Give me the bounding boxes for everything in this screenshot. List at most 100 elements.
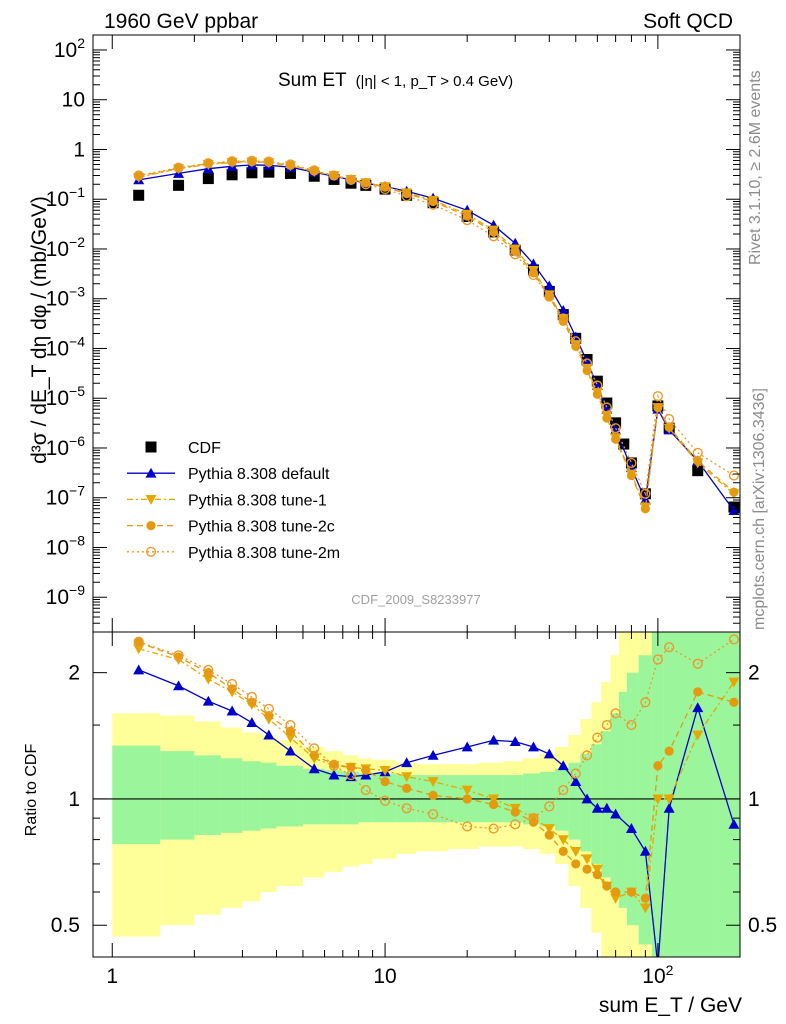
data-point xyxy=(640,488,651,499)
legend-marker xyxy=(145,467,157,478)
data-point xyxy=(692,658,703,669)
data-point xyxy=(652,654,663,665)
data-point xyxy=(543,748,555,759)
data-point xyxy=(462,215,473,226)
data-point xyxy=(360,179,371,190)
legend-entry: CDF xyxy=(145,440,221,457)
y-tick-label: 102 xyxy=(54,35,85,62)
data-point xyxy=(544,801,555,812)
data-point xyxy=(601,802,613,813)
data-point xyxy=(203,664,214,676)
data-point xyxy=(345,769,357,781)
legend-label: Pythia 8.308 tune-2c xyxy=(188,519,335,536)
data-point xyxy=(728,677,740,688)
data-point xyxy=(663,794,675,805)
main-panel: 10−9 10−8 10−7 10−6 10−5 10−4 10−3 10−2 10−1 1 10 1… xyxy=(46,34,741,633)
data-point xyxy=(626,470,637,481)
ratio-frame xyxy=(92,631,741,958)
band-inner-bin xyxy=(568,762,581,840)
band-inner-bin xyxy=(601,731,611,878)
data-point xyxy=(527,741,539,752)
data-point xyxy=(346,762,356,772)
data-point xyxy=(133,644,145,655)
y-tick-label: 10−7 xyxy=(46,483,86,510)
data-point xyxy=(544,292,554,302)
data-point xyxy=(263,166,275,178)
data-point xyxy=(570,336,581,347)
band-inner-bin xyxy=(638,655,652,945)
data-point xyxy=(173,162,184,173)
data-point xyxy=(610,808,622,819)
data-point xyxy=(488,231,499,242)
legend-entry: Pythia 8.308 tune-1 xyxy=(127,492,327,509)
data-point xyxy=(626,457,637,469)
band-inner-bin xyxy=(591,744,602,864)
category-label: Soft QCD xyxy=(643,10,733,33)
legend-label: Pythia 8.308 default xyxy=(188,466,330,483)
band-inner-bin xyxy=(618,691,627,908)
data-point xyxy=(557,304,569,315)
data-point xyxy=(625,823,637,833)
legend-label: CDF xyxy=(188,440,221,457)
rivet-label: Rivet 3.1.10, ≥ 2.6M events xyxy=(747,70,764,265)
data-point xyxy=(285,159,296,170)
legend-label: Pythia 8.308 tune-1 xyxy=(188,492,327,509)
data-point xyxy=(570,846,582,857)
data-point xyxy=(203,158,214,169)
data-point xyxy=(581,854,593,865)
data-point xyxy=(488,734,500,745)
data-point xyxy=(611,887,621,897)
data-point xyxy=(610,708,621,719)
data-point xyxy=(729,697,739,707)
data-point xyxy=(640,697,651,708)
plot-title-main: Sum ET xyxy=(278,70,347,91)
data-point xyxy=(284,733,296,744)
data-point xyxy=(173,179,185,191)
data-point xyxy=(664,422,674,432)
data-point xyxy=(692,447,703,458)
band-inner-bin xyxy=(358,773,373,823)
ratio-tick-label-right: 1 xyxy=(748,788,760,811)
y-tick-label: 10−1 xyxy=(46,184,86,211)
data-point xyxy=(360,784,371,796)
data-point xyxy=(361,765,371,775)
data-point xyxy=(610,423,621,434)
main-series-pythia-8-308-default xyxy=(133,159,740,516)
data-point xyxy=(133,170,144,181)
mcplots-label: mcplots.cern.ch [arXiv:1306.3436] xyxy=(751,388,768,630)
data-point xyxy=(329,170,339,181)
plot-title: Sum ET (|η| < 1, p_T > 0.4 GeV) xyxy=(278,70,513,91)
data-point xyxy=(309,165,320,176)
data-point xyxy=(227,678,238,690)
ratio-series-pythia-8-308-tune-2m xyxy=(133,634,740,834)
analysis-id: CDF_2009_S8233977 xyxy=(351,592,480,607)
data-point xyxy=(664,642,675,653)
data-point xyxy=(582,365,592,376)
legend-marker xyxy=(145,546,157,557)
data-point xyxy=(246,167,258,179)
data-point xyxy=(728,470,740,481)
data-point xyxy=(558,316,568,327)
data-point xyxy=(557,835,569,846)
data-point xyxy=(728,818,740,829)
data-point xyxy=(510,246,520,256)
data-point xyxy=(246,691,258,703)
ratio-tick-label-right: 0.5 xyxy=(748,914,777,937)
data-point xyxy=(591,802,603,813)
main-ticks: 10−9 10−8 10−7 10−6 10−5 10−4 10−3 10−2 10−1 1 10 1… xyxy=(46,34,741,633)
data-point xyxy=(582,864,592,874)
data-point xyxy=(558,784,569,796)
x-axis-title: sum E_T / GeV xyxy=(599,994,742,1017)
data-point xyxy=(692,730,704,741)
data-point xyxy=(592,732,603,743)
data-point xyxy=(664,746,674,756)
data-point xyxy=(663,802,675,813)
ratio-series-pythia-8-308-default xyxy=(133,664,740,957)
data-point xyxy=(693,687,703,697)
series-line xyxy=(138,160,735,512)
data-point xyxy=(263,156,274,167)
data-point xyxy=(488,823,499,834)
band-inner-bin xyxy=(372,773,397,823)
x-tick-label: 1 xyxy=(106,965,118,988)
